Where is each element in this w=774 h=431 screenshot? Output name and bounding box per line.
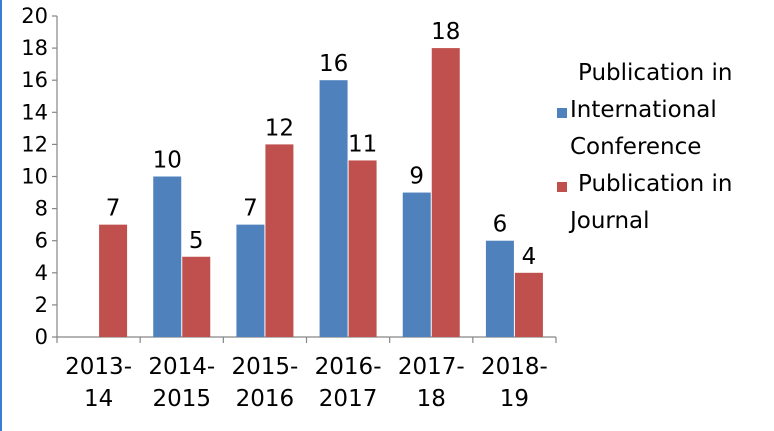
data-label: 6 [493, 212, 508, 238]
bar-conference [236, 224, 265, 337]
chart-data-labels: 10 7 16 9 6 7 5 12 11 18 4 [106, 19, 536, 270]
bar-journal [265, 144, 294, 337]
data-label: 18 [431, 19, 460, 45]
data-label: 5 [189, 228, 204, 254]
y-tick-label: 20 [21, 4, 48, 28]
y-tick-label: 8 [35, 197, 48, 221]
y-tick-label: 10 [21, 165, 48, 189]
bar-journal [348, 160, 377, 337]
data-label: 12 [265, 115, 294, 141]
data-label: 11 [348, 131, 377, 157]
bar-journal [514, 272, 543, 337]
legend-label: Conference [570, 134, 701, 160]
data-label: 7 [106, 196, 121, 222]
legend-label: Publication in [578, 171, 733, 197]
x-category-label: 2015 [152, 386, 211, 412]
y-tick-label: 0 [35, 325, 48, 349]
data-label: 10 [153, 148, 182, 174]
chart-legend: Publication in International Conference Pub… [557, 60, 733, 234]
chart-axes [56, 16, 556, 338]
y-axis-ticks: 0 2 4 6 8 10 12 14 16 18 20 [21, 4, 57, 349]
x-category-label: 18 [417, 386, 446, 412]
data-label: 16 [319, 51, 348, 77]
x-category-label: 2016- [315, 354, 382, 380]
x-category-label: 2017- [398, 354, 465, 380]
y-tick-label: 18 [21, 36, 48, 60]
legend-label: International [570, 97, 717, 123]
bar-journal [182, 256, 211, 337]
x-category-label: 2016 [236, 386, 295, 412]
x-category-label: 2015- [231, 354, 298, 380]
y-tick-label: 2 [35, 293, 48, 317]
x-axis-categories: 2013- 14 2014- 2015 2015- 2016 2016- 2017 2017- 1… [56, 337, 557, 412]
y-tick-label: 14 [21, 100, 48, 124]
bar-journal [99, 224, 128, 337]
legend-label: Publication in [578, 60, 733, 86]
bar-conference [485, 240, 514, 337]
y-tick-label: 16 [21, 68, 48, 92]
data-label: 4 [522, 244, 537, 270]
bar-conference [402, 192, 431, 337]
data-label: 9 [409, 164, 424, 190]
x-category-label: 14 [84, 386, 113, 412]
bar-conference [319, 80, 348, 337]
legend-key-conference [557, 108, 567, 118]
legend-key-journal [557, 182, 567, 192]
bar-conference [153, 176, 182, 337]
left-frame-border [0, 0, 2, 431]
y-tick-label: 6 [35, 229, 48, 253]
data-label: 7 [243, 196, 258, 222]
x-category-label: 19 [500, 386, 529, 412]
y-tick-label: 4 [35, 261, 48, 285]
bar-journal [431, 48, 460, 337]
x-category-label: 2013- [65, 354, 132, 380]
y-tick-label: 12 [21, 132, 48, 156]
x-category-label: 2017 [319, 386, 378, 412]
x-category-label: 2014- [148, 354, 215, 380]
legend-label: Journal [568, 208, 650, 234]
x-category-label: 2018- [481, 354, 548, 380]
chart-bars [99, 48, 543, 337]
